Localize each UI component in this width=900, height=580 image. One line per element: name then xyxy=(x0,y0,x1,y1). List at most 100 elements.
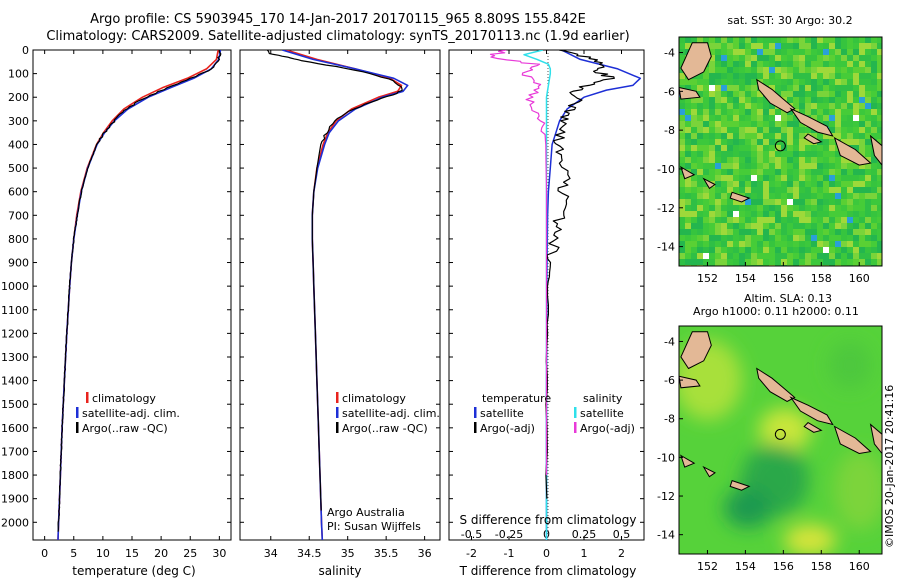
sst-cell xyxy=(835,109,841,115)
sst-cell xyxy=(685,253,691,259)
sst-cell xyxy=(871,97,877,103)
sst-cell xyxy=(799,193,805,199)
sst-cell xyxy=(739,91,745,97)
sst-cell xyxy=(781,199,787,205)
sst-cell xyxy=(679,193,685,199)
sst-cell xyxy=(841,223,847,229)
sst-cell xyxy=(697,85,703,91)
series-line-argo-salinity xyxy=(266,50,403,511)
sst-cell xyxy=(781,229,787,235)
sst-cell xyxy=(823,121,829,127)
sst-cell xyxy=(727,241,733,247)
sst-cell xyxy=(715,127,721,133)
sst-cell xyxy=(703,37,709,43)
sst-cell xyxy=(769,187,775,193)
sst-cell xyxy=(739,43,745,49)
sst-cell xyxy=(697,133,703,139)
sst-cell xyxy=(847,253,853,259)
sst-cell xyxy=(787,55,793,61)
sst-cell xyxy=(817,79,823,85)
sst-cell xyxy=(817,235,823,241)
sst-cell xyxy=(793,97,799,103)
island xyxy=(729,479,751,491)
sst-cell xyxy=(823,145,829,151)
sst-cell xyxy=(757,91,763,97)
sst-cell xyxy=(817,205,823,211)
depth-tick-label: 1300 xyxy=(1,351,29,364)
sst-cell xyxy=(721,115,727,121)
sst-cell xyxy=(715,121,721,127)
sst-cell xyxy=(697,127,703,133)
sst-cell xyxy=(763,109,769,115)
x-tick-label: 34.5 xyxy=(297,547,322,560)
sst-cell xyxy=(721,211,727,217)
sst-cell xyxy=(679,43,685,49)
sst-cell xyxy=(721,259,727,265)
sst-cell xyxy=(853,85,859,91)
sst-cell xyxy=(769,181,775,187)
sst-cell xyxy=(691,211,697,217)
sst-cell xyxy=(709,187,715,193)
sst-cell xyxy=(793,91,799,97)
sst-cell xyxy=(685,181,691,187)
sst-cell xyxy=(853,181,859,187)
sst-cell xyxy=(841,217,847,223)
sst-cell xyxy=(703,133,709,139)
depth-tick-label: 800 xyxy=(8,233,29,246)
sst-cell xyxy=(751,133,757,139)
sst-cell xyxy=(697,193,703,199)
sst-cell xyxy=(841,163,847,169)
sst-cell xyxy=(745,133,751,139)
island xyxy=(702,465,716,478)
sst-cell xyxy=(745,43,751,49)
sst-cell xyxy=(853,139,859,145)
sst-cell xyxy=(733,115,739,121)
sst-cell xyxy=(769,79,775,85)
sst-cell xyxy=(853,91,859,97)
sst-cell xyxy=(757,151,763,157)
sst-cell xyxy=(715,217,721,223)
sst-cell xyxy=(841,49,847,55)
sst-cell xyxy=(811,157,817,163)
sst-cell xyxy=(823,169,829,175)
s-tick-label: 0.5 xyxy=(613,528,631,541)
sla-map xyxy=(679,326,882,554)
diff-legend-s-argo: Argo(-adj) xyxy=(580,422,635,435)
sst-cell xyxy=(721,187,727,193)
sst-cell xyxy=(763,139,769,145)
sst-cell xyxy=(727,211,733,217)
sst-cell xyxy=(829,181,835,187)
sst-cell xyxy=(685,157,691,163)
sst-cell xyxy=(853,133,859,139)
sst-cell xyxy=(685,37,691,43)
sst-cell xyxy=(697,73,703,79)
sst-cell xyxy=(733,133,739,139)
sst-cell xyxy=(751,241,757,247)
depth-tick-label: 100 xyxy=(8,68,29,81)
sst-cell xyxy=(763,55,769,61)
sst-cell xyxy=(715,145,721,151)
sst-cell xyxy=(775,193,781,199)
sst-cell xyxy=(865,211,871,217)
sst-cell xyxy=(823,115,829,121)
sst-cell xyxy=(769,133,775,139)
sst-cell xyxy=(781,91,787,97)
sst-cell xyxy=(805,43,811,49)
sst-cell xyxy=(721,217,727,223)
sst-cell xyxy=(835,205,841,211)
sst-cell xyxy=(805,73,811,79)
sst-cell xyxy=(733,175,739,181)
sst-cell xyxy=(709,55,715,61)
sst-cell xyxy=(769,67,775,73)
map-y-tick-label: -10 xyxy=(657,163,675,176)
island xyxy=(789,107,834,137)
sst-cell xyxy=(775,157,781,163)
sst-cell xyxy=(709,43,715,49)
sst-cell xyxy=(703,205,709,211)
x-tick-label: 2 xyxy=(618,547,625,560)
sst-cell xyxy=(823,211,829,217)
sst-cell xyxy=(859,223,865,229)
sst-cell xyxy=(865,103,871,109)
sst-cell xyxy=(811,205,817,211)
sst-cell xyxy=(775,205,781,211)
